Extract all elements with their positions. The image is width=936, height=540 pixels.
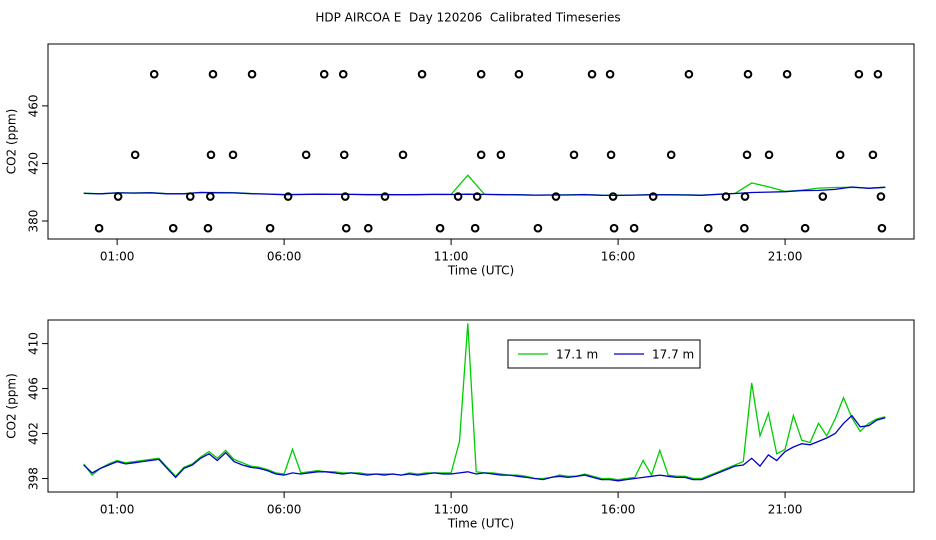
point — [341, 223, 351, 233]
x-tick-label: 01:00 — [100, 503, 135, 517]
point — [606, 150, 616, 160]
y-tick-label: 402 — [27, 422, 41, 445]
point — [740, 223, 749, 233]
point — [472, 192, 482, 201]
point — [339, 150, 349, 160]
point — [877, 223, 887, 233]
point — [782, 69, 792, 79]
point — [703, 223, 713, 233]
point — [569, 150, 579, 160]
point — [742, 150, 752, 160]
x-tick-label: 16:00 — [601, 503, 636, 517]
point — [514, 69, 524, 79]
y-tick-label: 398 — [27, 467, 41, 490]
x-tick-label: 11:00 — [434, 503, 469, 517]
point — [743, 69, 753, 79]
legend-label: 17.1 m — [556, 348, 598, 362]
x-tick-label: 21:00 — [768, 250, 803, 264]
point — [130, 150, 140, 160]
chart-title: HDP AIRCOA E Day 120206 Calibrated Times… — [315, 11, 620, 25]
series-line — [83, 186, 886, 197]
point — [113, 192, 123, 201]
y-axis-label: CO2 (ppm) — [5, 109, 19, 175]
point — [208, 69, 218, 79]
legend-label: 17.7 m — [652, 348, 694, 362]
y-tick-label: 380 — [27, 210, 41, 233]
point — [868, 150, 878, 160]
point — [283, 192, 293, 201]
point — [398, 150, 408, 160]
point — [551, 192, 561, 201]
point — [340, 192, 350, 201]
point — [380, 192, 390, 201]
point — [363, 223, 373, 233]
x-tick-label: 01:00 — [100, 250, 135, 264]
point — [533, 223, 543, 233]
point — [764, 150, 774, 160]
point — [684, 69, 694, 79]
y-tick-label: 410 — [27, 332, 41, 355]
point — [648, 192, 658, 201]
point — [608, 192, 618, 201]
point — [476, 69, 486, 79]
x-tick-label: 11:00 — [434, 250, 469, 264]
point — [873, 69, 883, 79]
point — [228, 150, 238, 160]
point — [740, 192, 750, 201]
x-axis-label: Time (UTC) — [447, 517, 514, 531]
point — [206, 192, 215, 201]
point — [587, 69, 597, 79]
point — [854, 69, 864, 79]
point — [247, 69, 257, 79]
point — [800, 223, 810, 233]
point — [168, 223, 178, 233]
point — [470, 223, 480, 233]
y-tick-label: 460 — [27, 94, 41, 117]
point — [453, 192, 463, 201]
point — [496, 150, 506, 160]
point — [605, 69, 615, 79]
plot-frame — [47, 43, 915, 240]
point — [629, 223, 639, 233]
x-tick-label: 06:00 — [267, 503, 302, 517]
point — [609, 223, 619, 233]
point — [435, 223, 445, 233]
y-tick-label: 406 — [27, 377, 41, 400]
point — [265, 223, 275, 233]
point — [319, 69, 329, 79]
point — [666, 150, 676, 160]
point — [206, 150, 216, 160]
point — [476, 150, 486, 160]
point — [149, 69, 159, 79]
point — [338, 69, 348, 79]
point — [417, 69, 427, 79]
plot-frame — [47, 319, 915, 493]
point — [835, 150, 845, 160]
x-tick-label: 06:00 — [267, 250, 302, 264]
point — [94, 223, 104, 233]
point — [818, 192, 828, 201]
series-line — [83, 414, 886, 482]
y-tick-label: 420 — [27, 152, 41, 175]
point — [301, 150, 311, 160]
x-tick-label: 16:00 — [601, 250, 636, 264]
point — [721, 192, 731, 201]
y-axis-label: CO2 (ppm) — [5, 373, 19, 439]
point — [876, 192, 886, 201]
x-axis-label: Time (UTC) — [447, 264, 514, 278]
x-tick-label: 21:00 — [768, 503, 803, 517]
point — [203, 223, 213, 233]
point — [185, 192, 195, 201]
